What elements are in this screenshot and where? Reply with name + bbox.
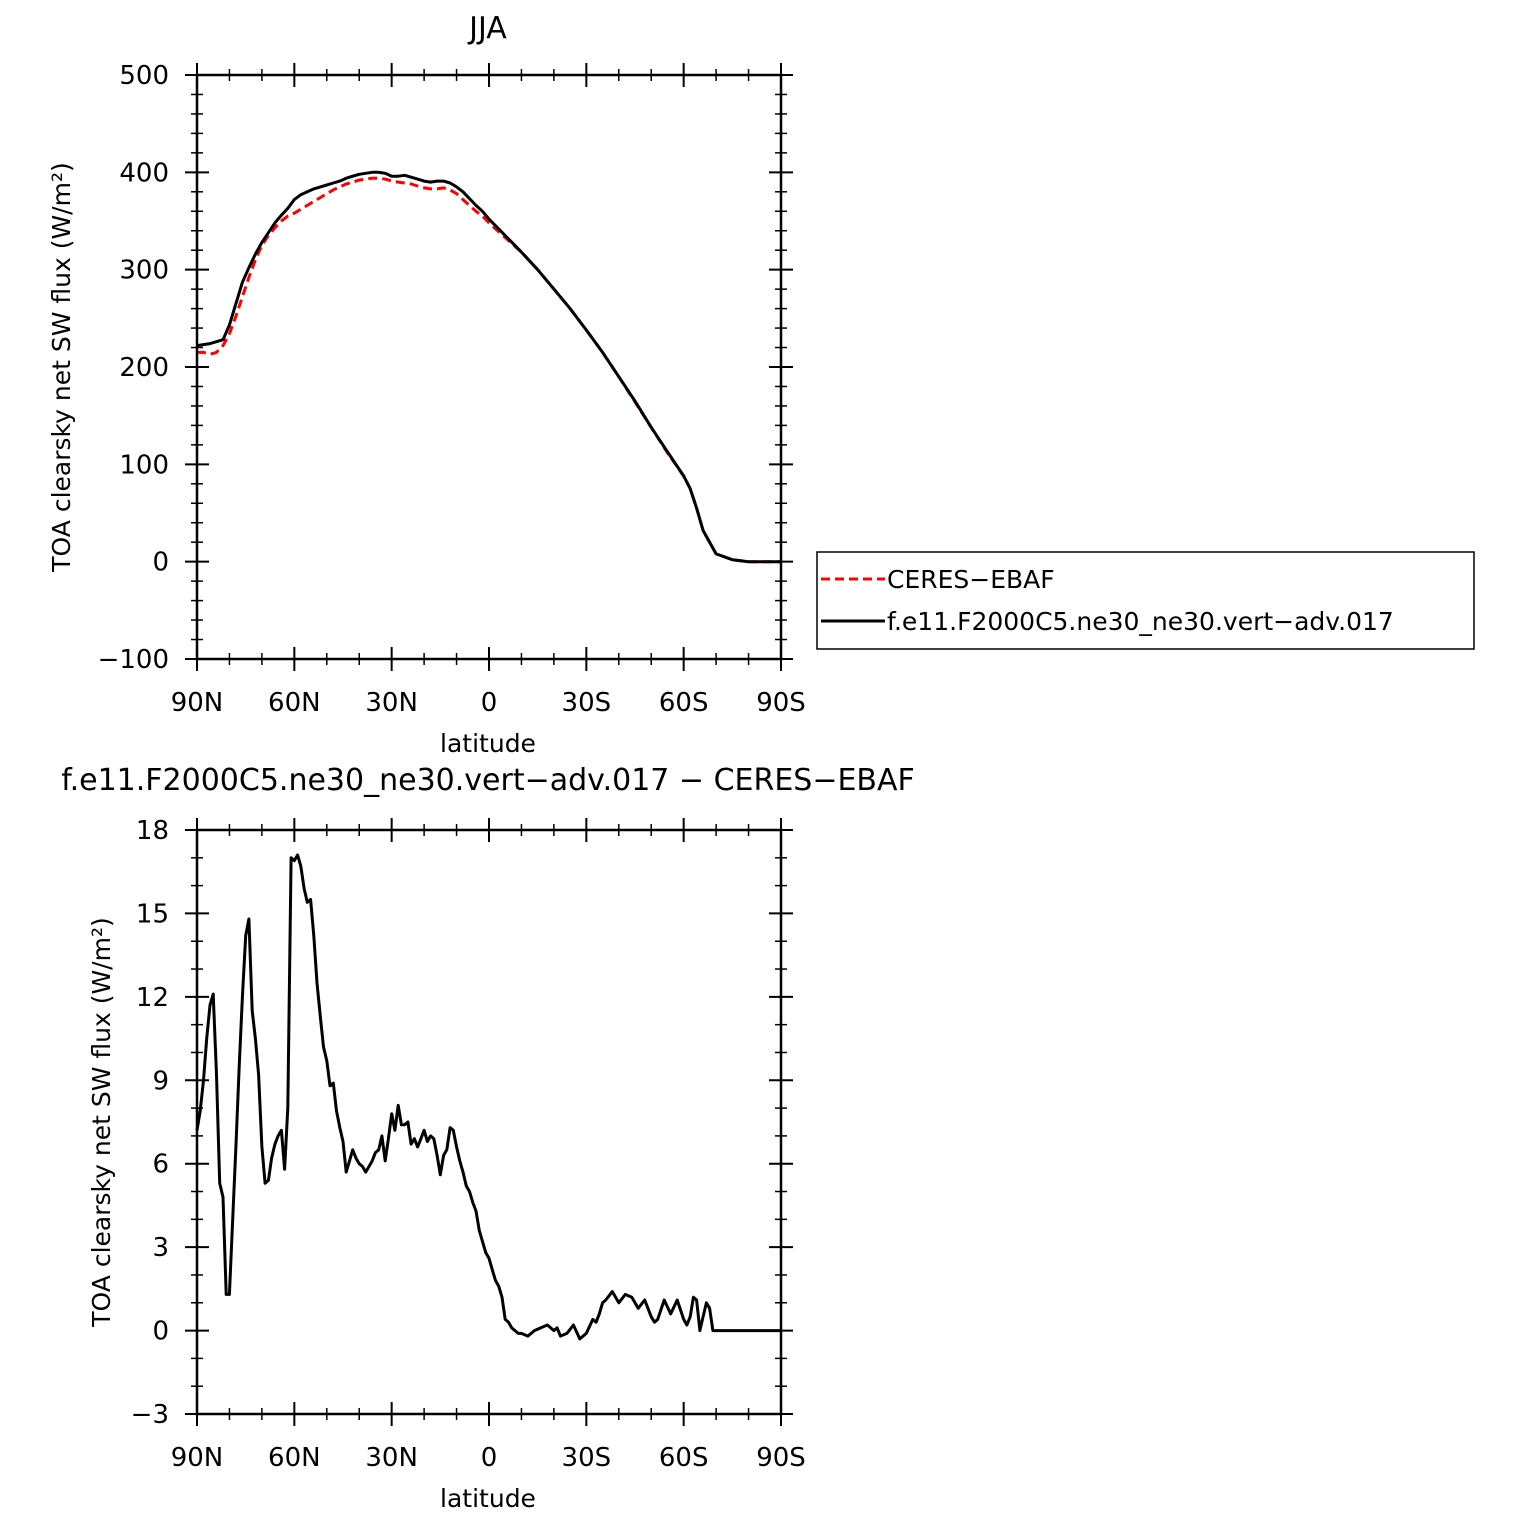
series-line-0-1 — [196, 170, 781, 564]
x-tick-label: 60S — [659, 688, 709, 718]
y-tick-label: −100 — [98, 645, 169, 675]
top-axis-ticks: −100 0 100 200 300 400 500 90N 60N 30N 0 30S 60S 90S — [98, 61, 806, 718]
y-tick-label: 300 — [119, 256, 169, 286]
bottom-plot-frame — [195, 828, 783, 1416]
y-tick-label: 0 — [152, 1317, 169, 1347]
x-tick-label: 60S — [659, 1443, 709, 1473]
x-tick-label: 90N — [171, 688, 224, 718]
y-tick-label: 6 — [152, 1150, 169, 1180]
y-tick-label: 0 — [152, 548, 169, 578]
legend-label-model: f.e11.F2000C5.ne30_ne30.vert−adv.017 — [887, 607, 1394, 636]
legend-box — [816, 551, 1475, 650]
series-line-0-0 — [197, 176, 781, 564]
y-tick-label: 200 — [119, 353, 169, 383]
x-tick-label: 30N — [365, 688, 418, 718]
top-plot-frame — [195, 73, 783, 661]
top-panel: JJA −100 0 100 200 300 400 500 90N 60N 30N 0 30S 60S… — [47, 11, 1475, 758]
y-tick-label: 400 — [119, 158, 169, 188]
x-tick-label: 60N — [268, 1443, 321, 1473]
bottom-y-axis-title: TOA clearsky net SW flux (W/m²) — [87, 917, 116, 1327]
x-tick-label: 0 — [481, 1443, 498, 1473]
top-x-axis-title: latitude — [440, 729, 536, 758]
legend: CERES−EBAF f.e11.F2000C5.ne30_ne30.vert−… — [816, 551, 1475, 650]
top-y-axis-title: TOA clearsky net SW flux (W/m²) — [47, 162, 76, 572]
y-tick-label: 500 — [119, 61, 169, 91]
x-tick-label: 30N — [365, 1443, 418, 1473]
y-tick-label: 15 — [136, 899, 169, 929]
x-tick-label: 90N — [171, 1443, 224, 1473]
x-tick-label: 0 — [481, 688, 498, 718]
y-tick-label: 12 — [136, 983, 169, 1013]
series-line-1-0 — [195, 853, 781, 1341]
x-tick-label: 90S — [756, 688, 806, 718]
bottom-chart-title: f.e11.F2000C5.ne30_ne30.vert−adv.017 − C… — [61, 763, 915, 798]
x-tick-label: 30S — [562, 688, 612, 718]
y-tick-label: 9 — [152, 1066, 169, 1096]
x-tick-label: 60N — [268, 688, 321, 718]
legend-label-ceres: CERES−EBAF — [887, 565, 1055, 594]
y-tick-label: 18 — [136, 816, 169, 846]
top-chart-title: JJA — [467, 11, 507, 46]
bottom-x-axis-title: latitude — [440, 1484, 536, 1513]
y-tick-label: 100 — [119, 450, 169, 480]
bottom-panel: f.e11.F2000C5.ne30_ne30.vert−adv.017 − C… — [61, 763, 915, 1513]
y-tick-label: −3 — [131, 1400, 169, 1430]
top-series-group — [196, 170, 781, 564]
bottom-axis-ticks: −3 0 3 6 9 12 15 18 90N 60N 30N 0 30S 60S 90S — [131, 816, 806, 1473]
y-tick-label: 3 — [152, 1233, 169, 1263]
x-tick-label: 30S — [562, 1443, 612, 1473]
bottom-series-group — [195, 853, 781, 1341]
x-tick-label: 90S — [756, 1443, 806, 1473]
